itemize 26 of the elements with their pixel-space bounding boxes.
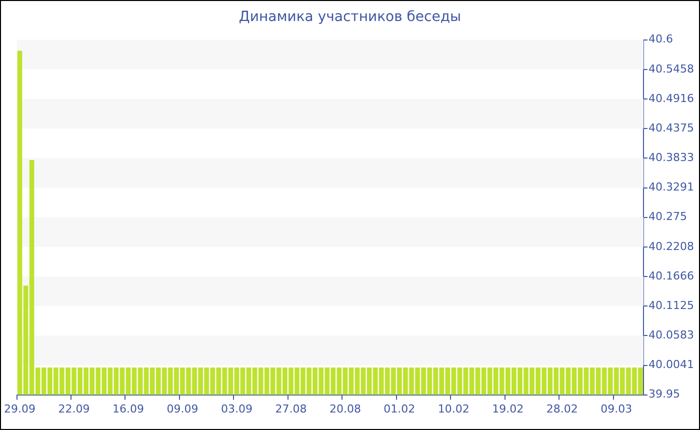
- x-tick-label: 09.09: [166, 402, 198, 416]
- y-tick-label: 40.1125: [648, 298, 694, 312]
- x-tick-label: 09.03: [600, 402, 632, 416]
- x-tick-label: 29.09: [4, 402, 36, 416]
- y-tick-label: 40.3833: [648, 151, 694, 164]
- y-tick-label: 40.4916: [648, 92, 694, 105]
- x-tick-label: 19.02: [492, 402, 524, 416]
- y-tick-label: 40.6: [648, 32, 674, 46]
- y-tick-label: 40.5458: [648, 62, 694, 76]
- x-tick-label: 01.02: [384, 402, 416, 416]
- x-tick-label: 27.08: [275, 402, 307, 416]
- y-tick-label: 40.2208: [648, 240, 694, 253]
- x-tick-label: 16.09: [112, 402, 144, 416]
- chart-title: Динамика участников беседы: [238, 9, 462, 26]
- y-tick-label: 40.4375: [648, 121, 694, 134]
- y-tick-label: 40.1666: [648, 269, 694, 282]
- x-tick-label: 22.09: [58, 402, 90, 416]
- x-tick-label: 28.02: [546, 402, 578, 416]
- y-tick-label: 40.275: [648, 210, 688, 224]
- y-tick-label: 40.0041: [648, 358, 694, 372]
- x-tick-label: 10.02: [438, 402, 470, 416]
- y-tick-label: 40.0583: [648, 328, 694, 342]
- y-tick-label: 40.3291: [648, 180, 694, 194]
- y-tick-label: 39.95: [648, 388, 680, 401]
- x-tick-label: 20.08: [329, 402, 361, 416]
- x-tick-label: 03.09: [220, 402, 252, 416]
